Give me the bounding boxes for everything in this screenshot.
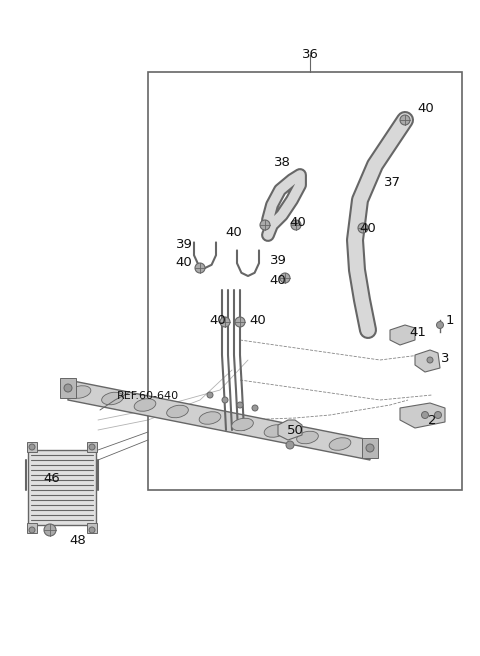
Text: 39: 39 <box>270 253 287 266</box>
Polygon shape <box>390 325 415 345</box>
Circle shape <box>434 411 442 419</box>
Ellipse shape <box>134 399 156 411</box>
Text: 1: 1 <box>446 314 454 327</box>
Circle shape <box>235 317 245 327</box>
Text: 40: 40 <box>226 226 242 239</box>
Bar <box>87 442 97 452</box>
Text: 50: 50 <box>287 424 303 436</box>
Bar <box>148 72 462 490</box>
Circle shape <box>89 527 95 533</box>
Circle shape <box>436 321 444 329</box>
Text: 38: 38 <box>274 157 290 169</box>
Circle shape <box>207 392 213 398</box>
Ellipse shape <box>232 419 253 431</box>
Text: 48: 48 <box>70 533 86 546</box>
Text: 40: 40 <box>289 216 306 228</box>
Text: REF.60-640: REF.60-640 <box>117 391 179 401</box>
Ellipse shape <box>167 405 188 418</box>
Bar <box>87 523 97 533</box>
Text: 3: 3 <box>441 352 449 365</box>
Polygon shape <box>415 350 440 372</box>
Circle shape <box>280 273 290 283</box>
Circle shape <box>358 223 368 233</box>
Circle shape <box>29 444 35 450</box>
Circle shape <box>89 444 95 450</box>
Ellipse shape <box>69 386 91 398</box>
Circle shape <box>64 384 72 392</box>
Text: 40: 40 <box>176 255 192 268</box>
Circle shape <box>44 524 56 536</box>
Text: 40: 40 <box>270 274 287 287</box>
Text: 40: 40 <box>210 314 227 327</box>
Circle shape <box>195 263 205 273</box>
Circle shape <box>220 317 230 327</box>
Circle shape <box>237 402 243 408</box>
Circle shape <box>260 220 270 230</box>
Circle shape <box>29 527 35 533</box>
Text: 46: 46 <box>44 472 60 485</box>
Bar <box>60 378 76 398</box>
Polygon shape <box>68 380 370 460</box>
Polygon shape <box>400 403 445 428</box>
Circle shape <box>421 411 429 419</box>
Text: 2: 2 <box>428 413 436 426</box>
Text: 40: 40 <box>250 314 266 327</box>
Bar <box>27 523 37 533</box>
Ellipse shape <box>297 431 318 443</box>
Circle shape <box>400 115 410 125</box>
Text: 40: 40 <box>360 222 376 234</box>
Circle shape <box>366 444 374 452</box>
Polygon shape <box>278 420 302 440</box>
Circle shape <box>252 405 258 411</box>
Ellipse shape <box>264 424 286 438</box>
Circle shape <box>291 220 301 230</box>
Text: 40: 40 <box>418 102 434 115</box>
Bar <box>362 438 378 458</box>
Ellipse shape <box>102 392 123 405</box>
Text: 41: 41 <box>409 325 426 338</box>
Circle shape <box>286 441 294 449</box>
Text: 36: 36 <box>301 49 318 62</box>
Circle shape <box>222 397 228 403</box>
Ellipse shape <box>199 412 221 424</box>
Circle shape <box>427 357 433 363</box>
Ellipse shape <box>329 438 351 450</box>
Text: 39: 39 <box>176 239 192 251</box>
Bar <box>27 442 37 452</box>
Text: 37: 37 <box>384 176 400 188</box>
Bar <box>28 450 96 525</box>
